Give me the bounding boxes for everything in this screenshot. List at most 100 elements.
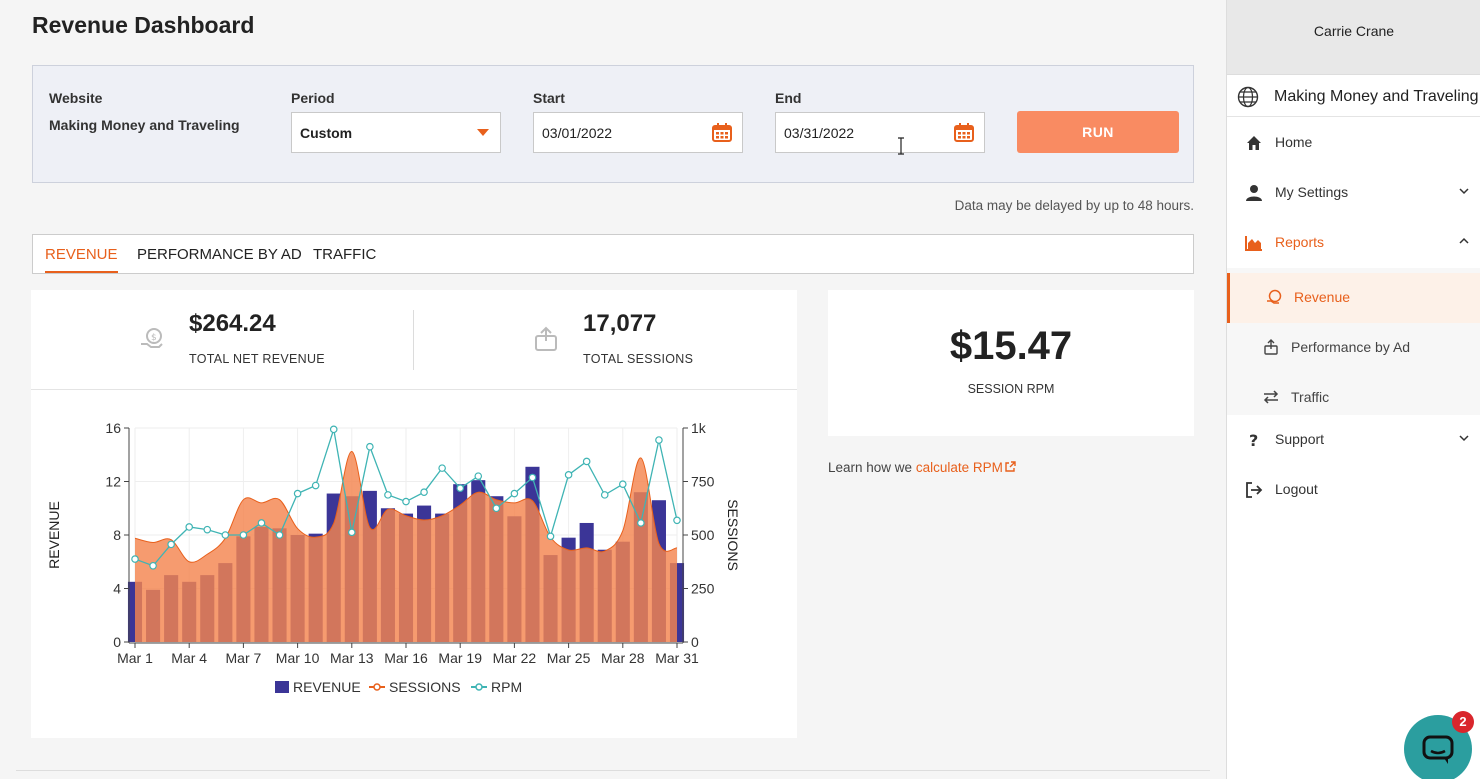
- sidebar-subitem-traffic[interactable]: Traffic: [1227, 373, 1480, 423]
- site-name: Making Money and Traveling: [1274, 88, 1479, 105]
- y-tick-label: 4: [113, 581, 121, 597]
- globe-icon: [1237, 86, 1259, 108]
- sidebar-item-label: Logout: [1275, 481, 1318, 497]
- start-date-input[interactable]: 03/01/2022: [533, 112, 743, 153]
- sessions-area: [135, 451, 677, 642]
- end-date-value: 03/31/2022: [784, 125, 855, 141]
- sidebar-item-logout[interactable]: Logout: [1227, 465, 1480, 515]
- rpm-point: [564, 471, 573, 479]
- sidebar-item-reports[interactable]: Reports: [1227, 218, 1480, 268]
- rpm-point: [492, 504, 501, 513]
- rpm-point: [257, 519, 266, 527]
- total-sessions-label: TOTAL SESSIONS: [583, 352, 694, 366]
- rpm-point: [456, 484, 465, 492]
- rpm-point: [673, 516, 681, 525]
- y-tick-label: 8: [113, 527, 121, 543]
- svg-text:$: $: [151, 333, 157, 343]
- question-icon: ?: [1249, 431, 1258, 449]
- sidebar-item-label: Home: [1275, 134, 1313, 150]
- period-select[interactable]: Custom: [291, 112, 501, 153]
- legend-revenue-label: REVENUE: [293, 679, 361, 695]
- sidebar-item-support[interactable]: ? Support: [1227, 415, 1480, 465]
- rpm-point: [167, 540, 175, 549]
- learn-rpm-text: Learn how we calculate RPM: [828, 460, 1016, 475]
- sidebar-item-home[interactable]: Home: [1227, 118, 1480, 168]
- rpm-point: [293, 489, 302, 498]
- site-selector[interactable]: Making Money and Traveling: [1227, 74, 1480, 117]
- sidebar: Carrie Crane Making Money and Traveling …: [1226, 0, 1480, 779]
- sidebar-subitem-revenue[interactable]: Revenue: [1227, 273, 1480, 323]
- rpm-point: [420, 488, 428, 497]
- x-tick-label: Mar 7: [226, 650, 262, 666]
- y2-tick-label: 500: [691, 527, 715, 543]
- chat-button[interactable]: [1404, 715, 1472, 779]
- user-icon: [1246, 185, 1262, 201]
- page-title: Revenue Dashboard: [32, 12, 255, 38]
- y-tick-label: 16: [105, 420, 121, 436]
- session-rpm-value: $15.47: [949, 324, 1073, 368]
- revenue-chart: 0 4 8 12 16 0 250 500 750 1k Mar 1 Mar 4 Mar 7 Mar 10…: [46, 420, 741, 695]
- x-tick-label: Mar 10: [276, 650, 320, 666]
- rpm-point: [239, 531, 248, 539]
- footer-divider: [16, 770, 1210, 771]
- chevron-down-icon: [1459, 188, 1469, 195]
- rpm-point: [149, 561, 157, 570]
- tab-performance-by-ad[interactable]: PERFORMANCE BY AD: [137, 246, 302, 263]
- total-revenue-value: $264.24: [189, 310, 276, 337]
- logout-icon: [1246, 482, 1263, 498]
- calendar-icon[interactable]: [712, 123, 732, 142]
- x-tick-label: Mar 31: [655, 650, 699, 666]
- tab-traffic[interactable]: TRAFFIC: [313, 246, 377, 263]
- period-select-value: Custom: [300, 125, 353, 141]
- total-sessions-value: 17,077: [583, 310, 657, 337]
- learn-prefix: Learn how we: [828, 460, 916, 475]
- x-tick-label: Mar 25: [547, 650, 591, 666]
- calculate-rpm-link[interactable]: calculate RPM: [916, 460, 1016, 475]
- sidebar-item-label: Support: [1275, 431, 1325, 447]
- caret-down-icon: [477, 129, 489, 136]
- traffic-icon: [1263, 390, 1279, 404]
- rpm-point: [438, 464, 446, 472]
- rpm-point: [347, 528, 356, 537]
- external-link-icon: [1005, 461, 1016, 472]
- rpm-point: [131, 555, 139, 563]
- end-date-input[interactable]: 03/31/2022: [775, 112, 985, 153]
- sidebar-item-label: My Settings: [1275, 184, 1349, 200]
- calendar-icon[interactable]: [954, 123, 974, 142]
- website-value: Making Money and Traveling: [49, 117, 240, 133]
- start-label: Start: [533, 90, 565, 106]
- end-label: End: [775, 90, 802, 106]
- area-chart-icon: [1245, 236, 1262, 251]
- run-button[interactable]: RUN: [1017, 111, 1179, 153]
- rpm-point: [366, 442, 374, 451]
- rpm-point: [185, 523, 194, 531]
- svg-text:?: ?: [1249, 431, 1258, 449]
- legend-sessions-marker: [373, 683, 381, 691]
- reports-submenu: Revenue Performance by Ad Traffic: [1227, 268, 1480, 415]
- sidebar-item-label: Reports: [1275, 234, 1325, 250]
- x-tick-label: Mar 1: [117, 650, 153, 666]
- calculate-rpm-link-text: calculate RPM: [915, 460, 1003, 475]
- y2-tick-label: 250: [691, 581, 715, 597]
- user-name[interactable]: Carrie Crane: [1227, 0, 1480, 74]
- rpm-point: [474, 472, 483, 480]
- session-rpm-card: $15.47 SESSION RPM: [828, 290, 1194, 436]
- legend-rpm-label: RPM: [491, 679, 522, 695]
- sidebar-item-my-settings[interactable]: My Settings: [1227, 168, 1480, 218]
- legend-revenue-swatch: [275, 681, 289, 693]
- rpm-point: [203, 525, 212, 534]
- chevron-down-icon: [1459, 435, 1469, 442]
- text-cursor-icon: [898, 137, 904, 155]
- sidebar-subitem-label: Traffic: [1291, 389, 1330, 405]
- sidebar-subitem-performance-by-ad[interactable]: Performance by Ad: [1227, 323, 1480, 373]
- home-icon: [1247, 136, 1261, 150]
- chat-icon: [1422, 735, 1454, 764]
- money-icon: $: [141, 328, 163, 348]
- tab-revenue[interactable]: REVENUE: [45, 235, 118, 273]
- revenue-chart-card: $ $264.24 TOTAL NET REVENUE 17,077 TOTAL…: [31, 290, 797, 738]
- total-revenue-label: TOTAL NET REVENUE: [189, 352, 325, 366]
- x-tick-label: Mar 22: [493, 650, 537, 666]
- x-tick-label: Mar 19: [438, 650, 482, 666]
- data-delay-note: Data may be delayed by up to 48 hours.: [954, 198, 1194, 213]
- chat-unread-badge: 2: [1452, 711, 1474, 733]
